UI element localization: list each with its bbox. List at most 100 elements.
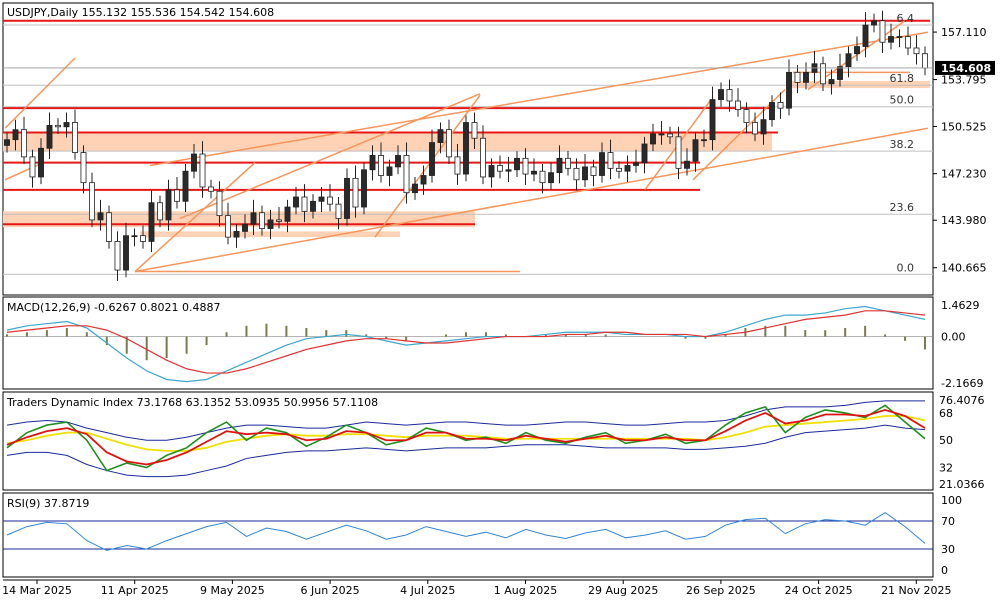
- x-tick-label: 1 Aug 2025: [494, 584, 557, 597]
- macd-y-tick-label: 1.4629: [941, 299, 980, 312]
- rsi-panel: 100 70 30 0: [2, 492, 962, 578]
- candle-body: [310, 200, 316, 212]
- candle-body: [913, 47, 920, 55]
- candle-body: [658, 133, 665, 136]
- x-tick-label: 9 May 2025: [200, 584, 265, 597]
- macd-signal-line: [6, 310, 926, 374]
- y-tick-label: 147.230: [941, 168, 987, 181]
- candle-body: [437, 129, 444, 143]
- y-tick-label: 143.980: [941, 214, 987, 227]
- candle-body: [420, 175, 427, 185]
- candle-body: [80, 152, 87, 184]
- candle-body: [89, 182, 95, 221]
- candle-body: [905, 36, 911, 49]
- candle-body: [344, 177, 350, 219]
- panel-frame: [2, 492, 934, 578]
- candle-body: [573, 167, 580, 181]
- tdi-y-tick-label: 50: [939, 434, 953, 447]
- candle-body: [582, 166, 588, 181]
- candle-body: [148, 202, 155, 242]
- panel-frame: [2, 296, 934, 390]
- macd-y-tick-label: -2.1669: [941, 377, 983, 390]
- fibonacci-zone: [3, 132, 772, 152]
- candle-body: [828, 79, 835, 85]
- candle-body: [106, 212, 112, 242]
- candle-body: [267, 219, 274, 229]
- candle-body: [786, 71, 792, 109]
- macd-main-line: [6, 305, 926, 383]
- candle-body: [794, 71, 801, 83]
- candle-body: [123, 235, 129, 271]
- candle-body: [752, 122, 758, 135]
- candle-body: [667, 133, 673, 138]
- y-tick-label: 140.665: [941, 262, 987, 275]
- candle-body: [335, 203, 342, 219]
- candle-body: [259, 212, 265, 229]
- candle-body: [21, 129, 27, 158]
- fibonacci-label: 0.0: [897, 261, 915, 274]
- candle-body: [38, 147, 44, 178]
- tdi-y-tick-label: 68: [939, 407, 953, 420]
- candle-body: [208, 186, 214, 192]
- candle-body: [709, 99, 716, 141]
- candle-body: [284, 206, 291, 222]
- candle-body: [565, 157, 571, 169]
- candle-body: [471, 122, 478, 139]
- rsi-title: RSI(9) 37.8719: [7, 497, 89, 510]
- candle-body: [514, 157, 520, 171]
- candle-body: [446, 129, 452, 158]
- tdi-red-line: [6, 408, 926, 466]
- candle-body: [743, 109, 750, 123]
- candle-body: [369, 155, 376, 171]
- candle-body: [675, 136, 682, 169]
- candle-body: [29, 156, 36, 178]
- y-tick-label: 153.795: [941, 74, 987, 87]
- candle-body: [616, 167, 622, 172]
- candle-body: [454, 156, 461, 175]
- fibonacci-zone: [790, 80, 930, 89]
- candle-body: [327, 196, 333, 205]
- candle-body: [157, 202, 163, 221]
- candle-body: [837, 66, 843, 80]
- tdi-upper-band: [6, 400, 925, 441]
- current-price-tag: [935, 60, 995, 75]
- trend-line: [4, 57, 76, 129]
- x-tick-label: 14 Mar 2025: [2, 584, 72, 597]
- candle-body: [548, 172, 554, 184]
- candle-body: [412, 183, 418, 194]
- tdi-y-tick-label: 76.4076: [939, 394, 985, 407]
- trend-line: [149, 31, 929, 167]
- candle-body: [726, 89, 733, 102]
- tdi-y-tick-label: 21.0366: [939, 478, 985, 491]
- time-axis: 14 Mar 2025 11 Apr 2025 9 May 2025 6 Jun 20…: [2, 579, 952, 597]
- candle-body: [165, 189, 172, 221]
- x-tick-label: 11 Apr 2025: [101, 584, 169, 597]
- candle-body: [429, 142, 435, 176]
- candle-body: [318, 196, 325, 202]
- candle-body: [879, 20, 886, 43]
- candle-body: [361, 169, 367, 208]
- candle-body: [556, 157, 563, 174]
- macd-panel: 1.4629 0.00 -2.1669: [2, 296, 983, 390]
- candle-body: [12, 129, 19, 141]
- candle-body: [650, 133, 656, 145]
- candle-body: [701, 139, 707, 142]
- candle-body: [735, 100, 741, 110]
- candle-body: [624, 165, 631, 172]
- trend-line: [179, 93, 481, 220]
- candle-body: [97, 212, 104, 221]
- x-tick-label: 21 Nov 2025: [881, 584, 951, 597]
- candle-body: [276, 219, 282, 222]
- candle-body: [820, 63, 826, 85]
- y-tick-label: 157.110: [941, 26, 987, 39]
- candle-body: [769, 102, 775, 121]
- rsi-y-tick-label: 100: [941, 494, 962, 507]
- candle-body: [182, 170, 189, 202]
- candle-body: [63, 122, 70, 128]
- candle-body: [463, 122, 469, 175]
- x-tick-label: 24 Oct 2025: [785, 584, 853, 597]
- candle-body: [505, 169, 512, 172]
- candle-body: [607, 152, 614, 169]
